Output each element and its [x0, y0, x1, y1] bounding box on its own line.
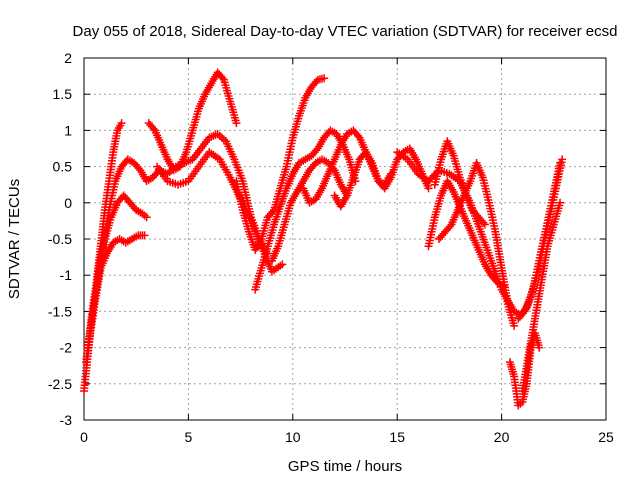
x-tick-label: 15 [389, 429, 405, 445]
data-point [142, 213, 151, 222]
data-point [218, 73, 227, 82]
data-point [117, 119, 126, 128]
y-tick-label: -3 [60, 412, 73, 428]
y-tick-label: -2.5 [48, 376, 72, 392]
y-tick-label: -0.5 [48, 231, 72, 247]
data-point [424, 177, 433, 186]
data-point [510, 321, 519, 330]
data-point [428, 173, 436, 182]
data-point [480, 220, 489, 229]
y-tick-labels: -3 -2.5 -2 -1.5 -1 -0.5 0 0.5 1 1.5 2 [48, 50, 72, 428]
y-tick-label: 0 [64, 195, 72, 211]
y-tick-label: 2 [64, 50, 72, 66]
data-point [535, 343, 544, 352]
data-point [320, 74, 329, 83]
x-tick-labels: 0 5 10 15 20 25 [80, 429, 614, 445]
x-tick-label: 5 [185, 429, 193, 445]
y-tick-label: 1.5 [53, 86, 73, 102]
data-point [278, 260, 287, 269]
y-tick-label: 0.5 [53, 159, 73, 175]
data-point [445, 222, 454, 231]
data-point [479, 218, 488, 227]
data-points [80, 68, 567, 410]
y-tick-label: 1 [64, 122, 72, 138]
data-point [140, 231, 149, 240]
data-point [149, 124, 158, 133]
x-axis-label: GPS time / hours [288, 458, 402, 475]
data-point [519, 309, 528, 318]
x-tick-label: 20 [494, 429, 510, 445]
data-point [556, 198, 565, 207]
chart-title: Day 055 of 2018, Sidereal Day-to-day VTE… [73, 23, 618, 40]
y-tick-label: -1.5 [48, 303, 72, 319]
y-tick-label: -1 [60, 267, 73, 283]
data-point [558, 155, 567, 164]
data-point [354, 131, 363, 140]
data-point [232, 119, 241, 128]
y-tick-label: -2 [60, 340, 73, 356]
y-axis-label: SDTVAR / TECUs [6, 179, 23, 299]
x-tick-label: 0 [80, 429, 88, 445]
x-tick-label: 25 [598, 429, 614, 445]
data-point [424, 184, 433, 193]
x-tick-label: 10 [285, 429, 301, 445]
